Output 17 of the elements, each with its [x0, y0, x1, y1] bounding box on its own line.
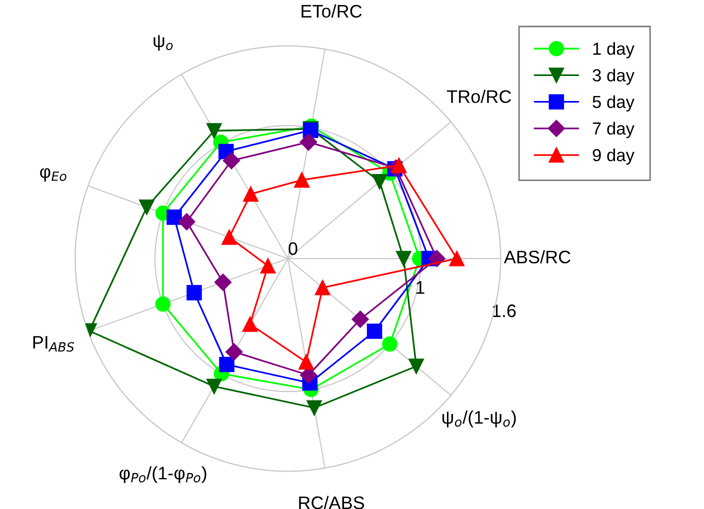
spoke-label: PI$_{ABS}$	[33, 336, 74, 352]
legend-label: 9 day	[592, 148, 634, 165]
spoke-label: φ$_{Eo}$	[40, 168, 66, 182]
spoke-label: ABS/RC	[504, 250, 570, 264]
y-tick-label: 1.6	[492, 304, 516, 318]
spoke-label: φ$_{Po}$/(1-φ$_{Po}$)	[120, 466, 206, 484]
legend-label: 1 day	[593, 42, 634, 58]
spoke-label: ψ$_{o}$	[154, 35, 173, 51]
y-tick-label: 1	[416, 281, 424, 294]
spoke-label: ψ$_{o}$/(1-ψ$_{o}$)	[442, 410, 516, 428]
legend-label: 3 day	[592, 68, 634, 85]
legend-label: 5 day	[592, 95, 634, 112]
spoke-label: RC/ABS	[299, 496, 364, 509]
legend-label: 7 day	[592, 122, 634, 138]
y-tick-label: 0	[288, 242, 298, 256]
spoke-label: TRo/RC	[446, 90, 512, 103]
spoke-label: ETo/RC	[302, 4, 362, 18]
